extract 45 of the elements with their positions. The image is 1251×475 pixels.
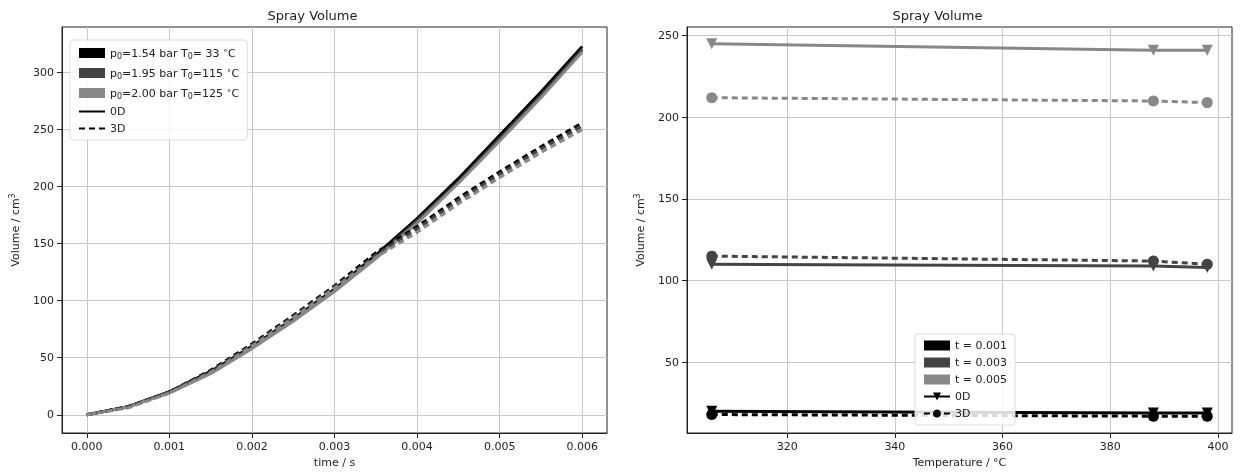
legend-label: t = 0.005 (955, 373, 1008, 386)
y-tick-label: 100 (33, 294, 54, 308)
x-tick-label: 360 (992, 440, 1014, 453)
point (1147, 44, 1159, 56)
x-tick-label: 340 (884, 440, 906, 453)
x-tick-label: 320 (776, 440, 798, 453)
legend-label: 3D (110, 122, 126, 135)
x-tick-label: 380 (1099, 440, 1121, 453)
point (706, 92, 718, 104)
legend-label: 3D (955, 407, 971, 420)
y-tick-label: 200 (658, 110, 679, 124)
legend-label: 0D (110, 105, 126, 118)
point (1147, 95, 1159, 107)
y-tick-label: 250 (33, 123, 54, 137)
y-tick-label: 250 (658, 29, 679, 43)
y-tick-label: 150 (33, 237, 54, 251)
x-tick-label: 0.000 (71, 440, 103, 453)
x-tick-label: 0.003 (318, 440, 351, 453)
x-axis-title: time / s (313, 456, 356, 469)
legend-label: t = 0.003 (955, 356, 1008, 369)
x-tick-label: 0.006 (566, 440, 598, 453)
legend-label: t = 0.001 (955, 339, 1008, 352)
y-tick-label: 200 (33, 180, 54, 194)
point (706, 409, 718, 421)
y-tick-label: 100 (658, 274, 679, 288)
point (706, 38, 718, 50)
y-axis-title: Volume / cm3 (632, 193, 647, 267)
y-tick-label: 150 (658, 192, 679, 206)
chart-title: Spray Volume (892, 8, 983, 23)
x-axis-title: Temperature / °C (911, 456, 1007, 469)
point (1201, 44, 1213, 56)
x-tick-label: 0.004 (401, 440, 433, 453)
x-tick-label: 0.005 (483, 440, 516, 453)
y-tick-label: 50 (665, 355, 679, 369)
point (1201, 97, 1213, 109)
point (1201, 258, 1213, 270)
y-tick-label: 300 (33, 66, 54, 80)
y-axis-title: Volume / cm3 (7, 193, 22, 267)
x-tick-label: 0.001 (153, 440, 186, 453)
y-tick-label: 0 (47, 408, 54, 422)
y-tick-label: 50 (40, 351, 54, 365)
legend-label: 0D (955, 390, 971, 403)
chart-title: Spray Volume (267, 8, 358, 23)
x-tick-label: 400 (1207, 440, 1229, 453)
x-tick-label: 0.002 (236, 440, 268, 453)
